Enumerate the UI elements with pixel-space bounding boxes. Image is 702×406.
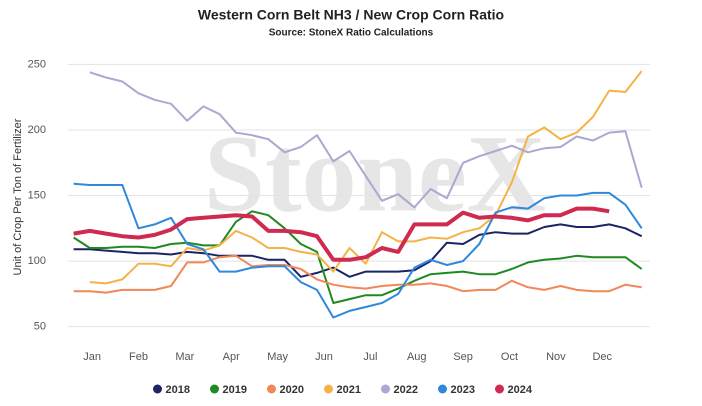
legend-item: 2020 — [267, 384, 304, 396]
legend-label: 2023 — [451, 384, 475, 396]
legend-swatch — [495, 384, 504, 394]
series-line — [73, 254, 642, 294]
series-line — [73, 210, 643, 304]
legend-item: 2021 — [324, 384, 361, 396]
x-tick-label: Apr — [223, 351, 240, 363]
x-tick-label: Oct — [501, 351, 518, 363]
legend-label: 2022 — [394, 384, 418, 396]
x-tick-label: May — [267, 351, 288, 363]
y-tick-label: 100 — [28, 255, 46, 267]
legend-label: 2024 — [508, 384, 533, 396]
x-tick-label: Jun — [315, 351, 333, 363]
x-tick-label: Aug — [407, 351, 427, 363]
legend-swatch — [381, 384, 390, 394]
series-line — [89, 70, 643, 285]
legend-swatch — [210, 384, 219, 394]
legend-item: 2024 — [495, 384, 533, 396]
y-tick-label: 150 — [28, 189, 46, 201]
series-line — [89, 71, 643, 209]
x-tick-label: Feb — [129, 351, 148, 363]
y-tick-label: 200 — [28, 124, 46, 136]
y-tick-label: 50 — [34, 321, 46, 333]
legend-label: 2021 — [337, 384, 361, 396]
x-tick-label: Dec — [592, 351, 612, 363]
legend-item: 2018 — [153, 384, 190, 396]
series-line — [73, 182, 643, 319]
legend-item: 2023 — [438, 384, 475, 396]
series-line — [73, 206, 610, 262]
legend-swatch — [267, 384, 276, 394]
legend-item: 2022 — [381, 384, 418, 396]
legend-swatch — [324, 384, 333, 394]
chart-title: Western Corn Belt NH3 / New Crop Corn Ra… — [198, 7, 504, 23]
chart-subtitle: Source: StoneX Ratio Calculations — [269, 28, 434, 39]
legend-swatch — [438, 384, 447, 394]
x-tick-label: Mar — [175, 351, 194, 363]
y-tick-label: 250 — [28, 58, 46, 70]
series-line — [73, 223, 643, 278]
y-axis-label: Unit of Crop Per Ton of Fertilizer — [12, 118, 24, 275]
legend-label: 2018 — [166, 384, 190, 396]
x-tick-label: Jan — [83, 351, 101, 363]
legend-label: 2019 — [223, 384, 247, 396]
legend-swatch — [153, 384, 162, 394]
x-tick-label: Sep — [453, 351, 473, 363]
x-tick-label: Jul — [363, 351, 377, 363]
legend-label: 2020 — [280, 384, 304, 396]
legend-item: 2019 — [210, 384, 247, 396]
x-tick-label: Nov — [546, 351, 566, 363]
